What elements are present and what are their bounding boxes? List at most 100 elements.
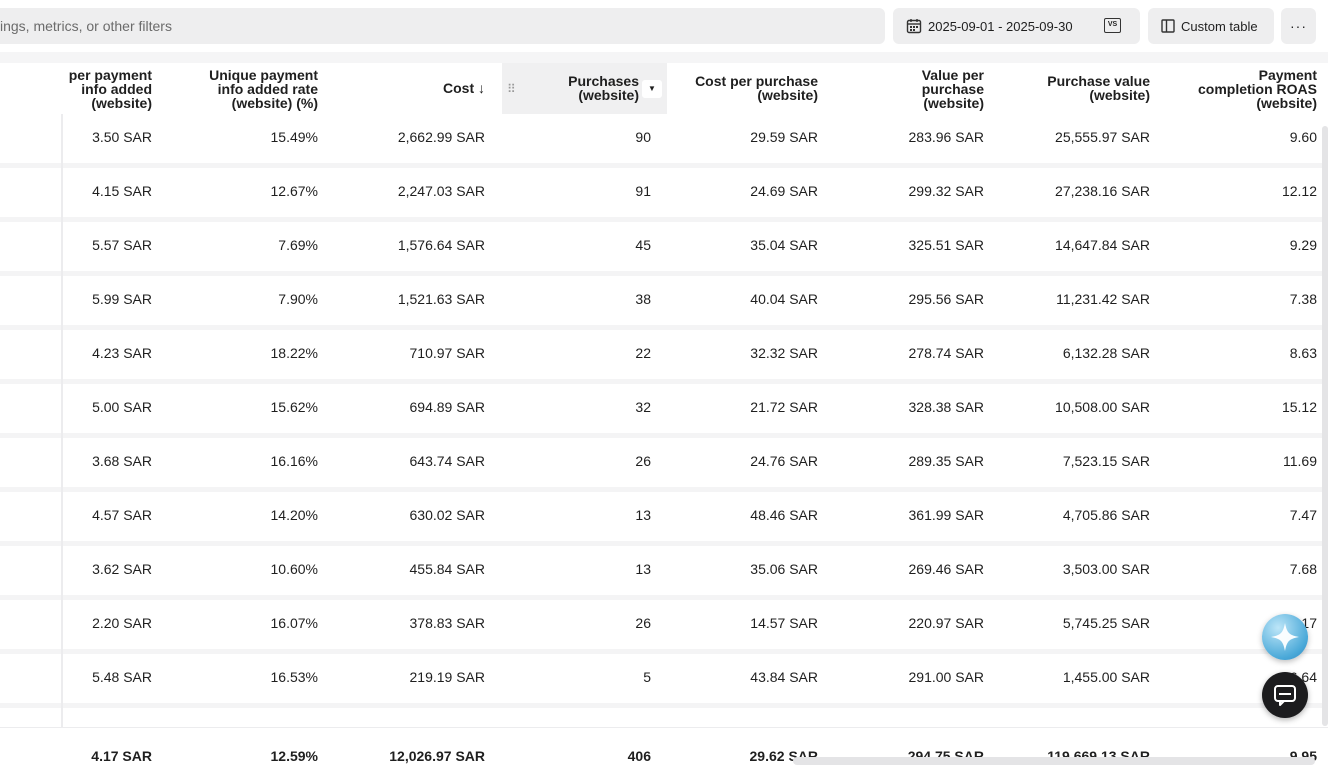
table-cell: 1,521.63 SAR	[397, 291, 485, 307]
table-cell: 15.12	[1281, 399, 1317, 415]
ai-assistant-button[interactable]	[1262, 614, 1308, 660]
row-divider	[0, 541, 1328, 546]
row-divider	[0, 487, 1328, 492]
table-cell: 1,576.64 SAR	[397, 237, 485, 253]
row-divider	[0, 433, 1328, 438]
row-divider	[0, 325, 1328, 330]
table-cell: 5	[643, 669, 651, 685]
total-cell: 12.59%	[270, 748, 318, 764]
table-cell: 5.48 SAR	[92, 669, 152, 685]
vertical-scrollbar[interactable]	[1322, 126, 1328, 726]
table-cell: 1,455.00 SAR	[1062, 669, 1150, 685]
table-cell: 269.46 SAR	[908, 561, 985, 577]
table-cell: 8.63	[1289, 345, 1317, 361]
table-cell: 15.49%	[270, 129, 318, 145]
metrics-table: ⠿ per payment info added (website) Uniqu…	[0, 63, 1328, 775]
column-header-cost[interactable]: Cost ↓	[443, 80, 485, 96]
total-cell: 12,026.97 SAR	[389, 748, 485, 764]
column-sort-dropdown-icon[interactable]: ▼	[642, 80, 662, 98]
table-cell: 5.57 SAR	[92, 237, 152, 253]
table-header: ⠿ per payment info added (website) Uniqu…	[0, 63, 1328, 114]
table-row[interactable]: 4.57 SAR 14.20% 630.02 SAR 13 48.46 SAR 361.9…	[0, 492, 1328, 546]
table-cell: 710.97 SAR	[409, 345, 486, 361]
table-cell: 299.32 SAR	[908, 183, 985, 199]
chat-support-button[interactable]	[1262, 672, 1308, 718]
table-cell: 7.47	[1289, 507, 1317, 523]
table-cell: 35.06 SAR	[750, 561, 818, 577]
compare-vs-icon[interactable]: VS	[1104, 18, 1121, 33]
total-cell: 4.17 SAR	[91, 748, 152, 764]
top-toolbar: ings, metrics, or other filters 2025-09-…	[0, 0, 1328, 52]
table-cell: 25,555.97 SAR	[1055, 129, 1150, 145]
table-cell: 7,523.15 SAR	[1062, 453, 1150, 469]
column-header-cost-per-payment-info[interactable]: per payment info added (website)	[68, 67, 152, 111]
more-options-button[interactable]: ···	[1281, 8, 1316, 44]
table-row[interactable]: 3.68 SAR 16.16% 643.74 SAR 26 24.76 SAR 289.3…	[0, 438, 1328, 492]
table-cell: 24.69 SAR	[750, 183, 818, 199]
table-cell: 35.04 SAR	[750, 237, 818, 253]
table-row[interactable]: 3.62 SAR 10.60% 455.84 SAR 13 35.06 SAR 269.4…	[0, 546, 1328, 600]
date-range-button[interactable]: 2025-09-01 - 2025-09-30 VS	[893, 8, 1140, 44]
table-cell: 6,132.28 SAR	[1062, 345, 1150, 361]
table-cell: 24.76 SAR	[750, 453, 818, 469]
table-cell: 9.29	[1289, 237, 1317, 253]
table-cell: 361.99 SAR	[908, 507, 985, 523]
row-divider	[0, 649, 1328, 654]
table-row[interactable]: 5.48 SAR 16.53% 219.19 SAR 5 43.84 SAR 291.00…	[0, 654, 1328, 708]
table-row[interactable]: 4.23 SAR 18.22% 710.97 SAR 22 32.32 SAR 278.7…	[0, 330, 1328, 384]
table-cell: 22	[635, 345, 651, 361]
table-cell: 220.97 SAR	[908, 615, 985, 631]
row-divider	[0, 271, 1328, 276]
table-cell: 38	[635, 291, 651, 307]
table-cell: 4.15 SAR	[92, 183, 152, 199]
table-cell: 328.38 SAR	[908, 399, 985, 415]
table-cell: 2,662.99 SAR	[397, 129, 485, 145]
table-cell: 5,745.25 SAR	[1062, 615, 1150, 631]
column-header-purchases[interactable]: Purchases (website)	[568, 73, 639, 103]
table-cell: 13	[635, 561, 651, 577]
drag-handle-icon[interactable]: ⠿	[507, 82, 516, 96]
custom-table-label: Custom table	[1181, 18, 1258, 34]
column-header-value-per-purchase[interactable]: Value per purchase (website)	[921, 67, 984, 111]
table-row[interactable]: 5.00 SAR 15.62% 694.89 SAR 32 21.72 SAR 328.3…	[0, 384, 1328, 438]
row-divider	[0, 595, 1328, 600]
table-row[interactable]: 5.99 SAR 7.90% 1,521.63 SAR 38 40.04 SAR 295.…	[0, 276, 1328, 330]
column-header-payment-info-rate[interactable]: Unique payment info added rate (website)…	[209, 67, 318, 111]
table-row[interactable]: 2.20 SAR 16.07% 378.83 SAR 26 14.57 SAR 220.9…	[0, 600, 1328, 654]
table-cell: 291.00 SAR	[908, 669, 985, 685]
row-divider	[0, 163, 1328, 168]
column-header-payment-roas[interactable]: Payment completion ROAS (website)	[1197, 67, 1317, 111]
table-cell: 7.68	[1289, 561, 1317, 577]
table-cell: 21.72 SAR	[750, 399, 818, 415]
column-header-purchase-value[interactable]: Purchase value (website)	[1047, 73, 1150, 103]
table-cell: 27,238.16 SAR	[1055, 183, 1150, 199]
table-cell: 32.32 SAR	[750, 345, 818, 361]
table-cell: 5.00 SAR	[92, 399, 152, 415]
table-cell: 278.74 SAR	[908, 345, 985, 361]
table-cell: 12.67%	[270, 183, 318, 199]
toolbar-divider	[0, 52, 1328, 63]
custom-table-button[interactable]: Custom table	[1148, 8, 1274, 44]
horizontal-scrollbar[interactable]	[793, 757, 1315, 765]
table-row[interactable]: 3.50 SAR 15.49% 2,662.99 SAR 90 29.59 SAR 283…	[0, 114, 1328, 168]
table-cell: 48.46 SAR	[750, 507, 818, 523]
table-cell: 3,503.00 SAR	[1062, 561, 1150, 577]
table-cell: 15.62%	[270, 399, 318, 415]
sparkle-icon	[1271, 623, 1299, 651]
table-row[interactable]: 4.15 SAR 12.67% 2,247.03 SAR 91 24.69 SAR 299…	[0, 168, 1328, 222]
table-columns-icon	[1161, 19, 1175, 33]
table-cell: 2,247.03 SAR	[397, 183, 485, 199]
table-cell: 10,508.00 SAR	[1055, 399, 1150, 415]
row-divider	[0, 217, 1328, 222]
table-cell: 40.04 SAR	[750, 291, 818, 307]
table-cell: 643.74 SAR	[409, 453, 486, 469]
calendar-icon	[906, 19, 922, 34]
column-header-cost-per-purchase[interactable]: Cost per purchase (website)	[695, 73, 818, 103]
table-cell: 283.96 SAR	[908, 129, 985, 145]
table-cell: 13	[635, 507, 651, 523]
search-filter-input[interactable]: ings, metrics, or other filters	[0, 8, 885, 44]
table-cell: 7.69%	[278, 237, 318, 253]
table-cell: 7.90%	[278, 291, 318, 307]
table-cell: 455.84 SAR	[409, 561, 486, 577]
table-row[interactable]: 5.57 SAR 7.69% 1,576.64 SAR 45 35.04 SAR 325.…	[0, 222, 1328, 276]
